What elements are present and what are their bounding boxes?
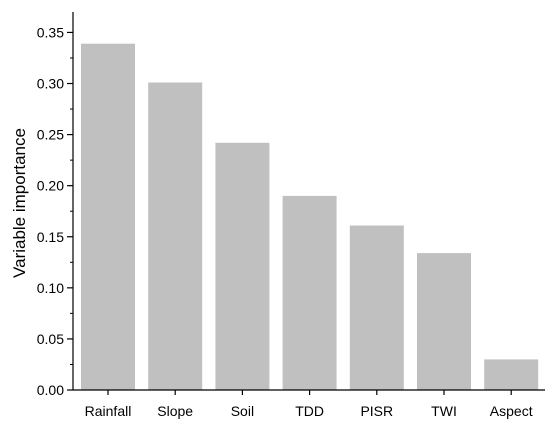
bar — [215, 142, 270, 390]
bar — [417, 253, 471, 390]
x-tick-label: TWI — [431, 403, 457, 419]
y-tick-label: 0.25 — [37, 127, 64, 143]
y-tick-label: 0.00 — [37, 382, 64, 398]
x-tick-label: Rainfall — [85, 403, 132, 419]
bar — [148, 82, 203, 390]
x-tick-label: Aspect — [490, 403, 533, 419]
y-axis-label: Variable importance — [10, 128, 29, 278]
y-ticks-layer: 0.00 0.05 0.10 0.15 0.20 0.25 0.30 0.35 — [37, 24, 73, 398]
y-tick-label: 0.05 — [37, 331, 64, 347]
bar — [282, 195, 337, 390]
y-tick-label: 0.15 — [37, 229, 64, 245]
x-tick-label: Slope — [157, 403, 193, 419]
y-tick-label: 0.10 — [37, 280, 64, 296]
x-ticks-layer: Rainfall Slope Soil TDD PISR TWI Aspect — [85, 390, 533, 419]
y-tick-label: 0.35 — [37, 24, 64, 40]
y-tick-label: 0.30 — [37, 76, 64, 92]
y-tick-label: 0.20 — [37, 178, 64, 194]
x-tick-label: TDD — [295, 403, 324, 419]
bar — [349, 225, 404, 390]
x-tick-label: PISR — [360, 403, 393, 419]
bar — [81, 43, 135, 390]
x-tick-label: Soil — [231, 403, 254, 419]
bars-layer — [81, 43, 539, 390]
bar — [484, 359, 539, 390]
